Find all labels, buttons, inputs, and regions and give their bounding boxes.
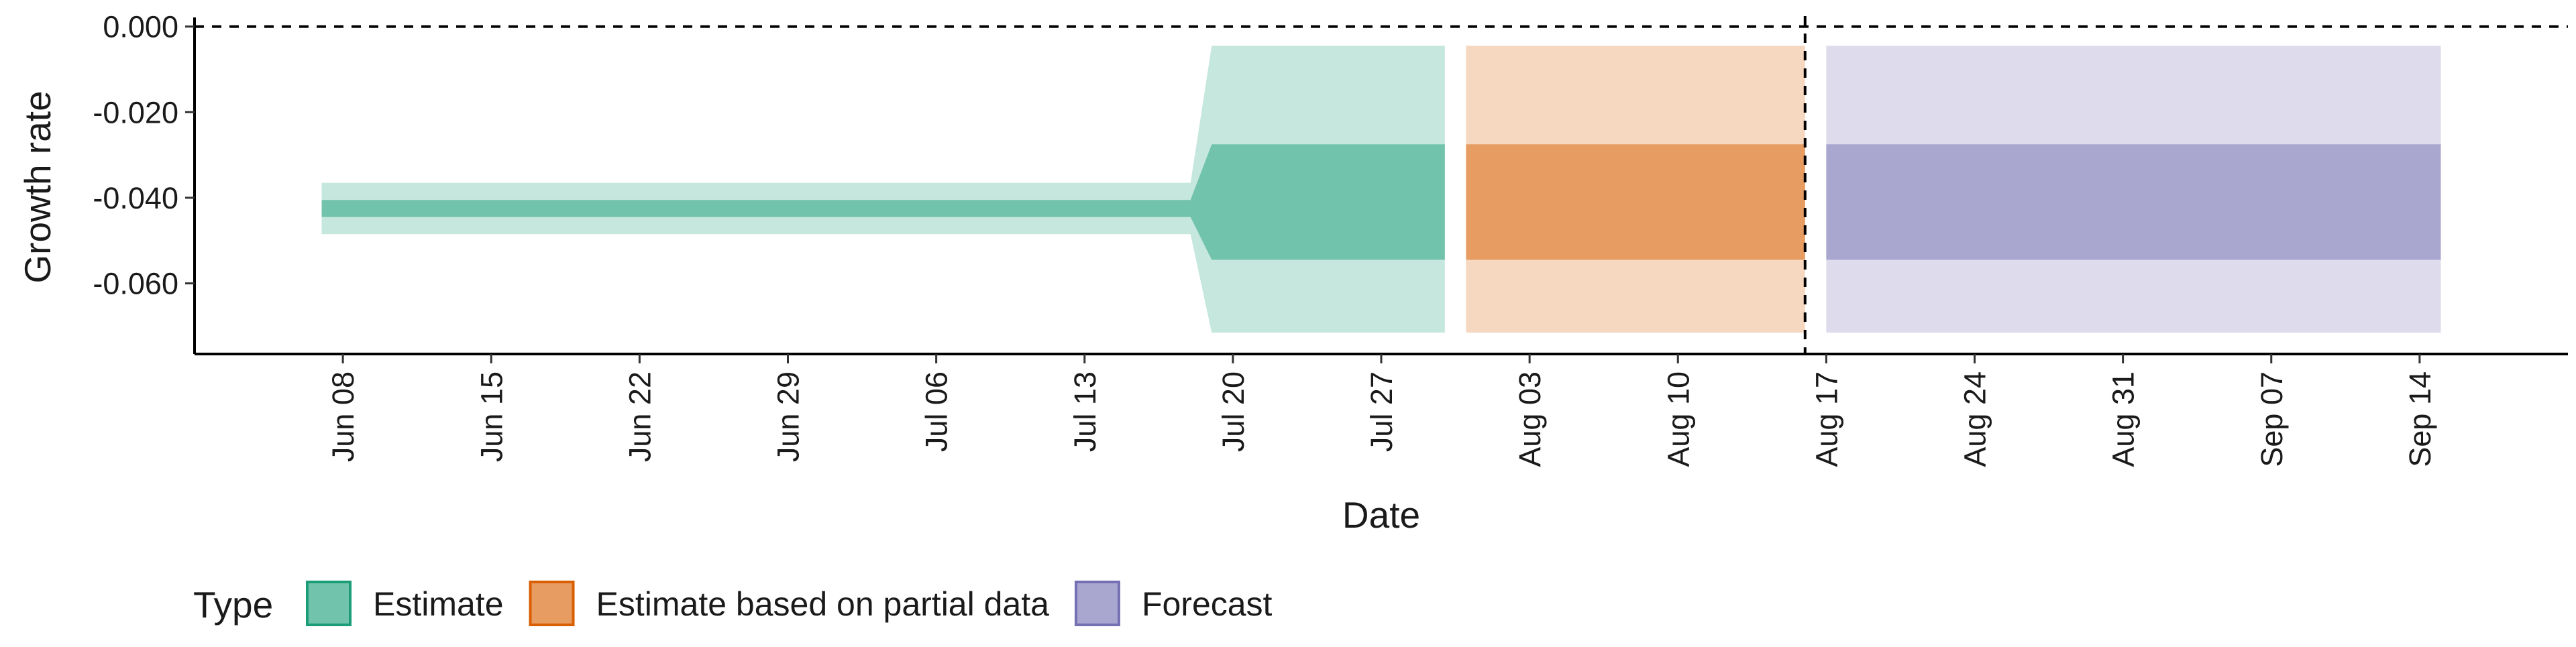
x-tick-label: Jul 06 bbox=[920, 371, 954, 452]
y-tick-label: -0.020 bbox=[93, 95, 178, 129]
reference-lines-layer bbox=[195, 16, 2568, 354]
ribbon-50-estimate-based-on-partial-data bbox=[1466, 144, 1805, 260]
axes-layer: 0.000 -0.020 -0.040 -0.060 Jun 08 Jun 15 Jun 2… bbox=[93, 10, 2568, 467]
x-tick-label: Jul 27 bbox=[1364, 371, 1399, 452]
x-tick-label: Jun 08 bbox=[326, 371, 360, 462]
legend-swatch-forecast bbox=[1074, 581, 1120, 626]
legend: Type Estimate Estimate based on partial d… bbox=[193, 581, 1273, 626]
ribbons-layer bbox=[321, 46, 2441, 333]
x-tick-label: Aug 03 bbox=[1513, 371, 1547, 467]
y-tick-label: 0.000 bbox=[103, 10, 178, 44]
x-tick-label: Jun 15 bbox=[474, 371, 508, 462]
legend-label-forecast: Forecast bbox=[1142, 585, 1273, 623]
x-axis-title: Date bbox=[1342, 494, 1420, 536]
x-tick-label: Sep 07 bbox=[2255, 371, 2289, 467]
legend-swatch-estimate bbox=[306, 581, 352, 626]
x-tick-label: Jun 29 bbox=[771, 371, 806, 462]
ribbon-50-estimate bbox=[321, 144, 1445, 260]
y-tick-label: -0.060 bbox=[93, 267, 178, 301]
y-axis-title: Growth rate bbox=[17, 91, 58, 283]
legend-label-estimate: Estimate bbox=[373, 585, 504, 623]
ribbon-50-forecast bbox=[1826, 144, 2441, 260]
x-tick-label: Jul 20 bbox=[1216, 371, 1250, 452]
legend-label-estimate-based-on-partial-data: Estimate based on partial data bbox=[596, 585, 1050, 623]
ribbon-90-estimate bbox=[321, 46, 1445, 333]
x-tick-label: Aug 31 bbox=[2106, 371, 2141, 467]
x-tick-label: Aug 24 bbox=[1958, 371, 1992, 467]
x-tick-label: Aug 10 bbox=[1661, 371, 1695, 467]
x-tick-label: Jul 13 bbox=[1068, 371, 1102, 452]
legend-title: Type bbox=[193, 584, 273, 626]
legend-swatch-estimate-based-on-partial-data bbox=[529, 581, 575, 626]
x-tick-label: Sep 14 bbox=[2403, 371, 2437, 467]
x-tick-label: Aug 17 bbox=[1809, 371, 1843, 467]
x-tick-label: Jun 22 bbox=[623, 371, 657, 462]
y-tick-label: -0.040 bbox=[93, 181, 178, 215]
